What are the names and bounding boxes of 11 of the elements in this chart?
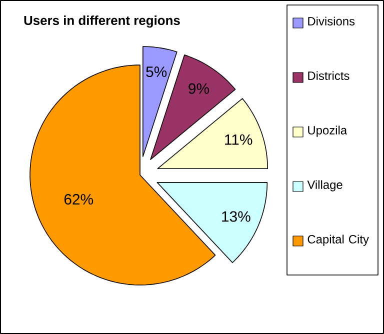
text: Users in different regions <box>24 16 180 28</box>
data-label: 13% <box>222 211 250 222</box>
legend-label: Divisions <box>308 16 355 26</box>
legend-label: Upozila <box>308 126 348 137</box>
legend-label: Capital City <box>308 234 369 246</box>
data-label: 11% <box>225 134 252 145</box>
data-label: 9% <box>188 83 209 94</box>
data-label: 62% <box>64 194 94 205</box>
data-label: 5% <box>146 66 167 78</box>
legend-label: Districts <box>308 71 350 80</box>
legend-label: Village <box>307 180 342 192</box>
